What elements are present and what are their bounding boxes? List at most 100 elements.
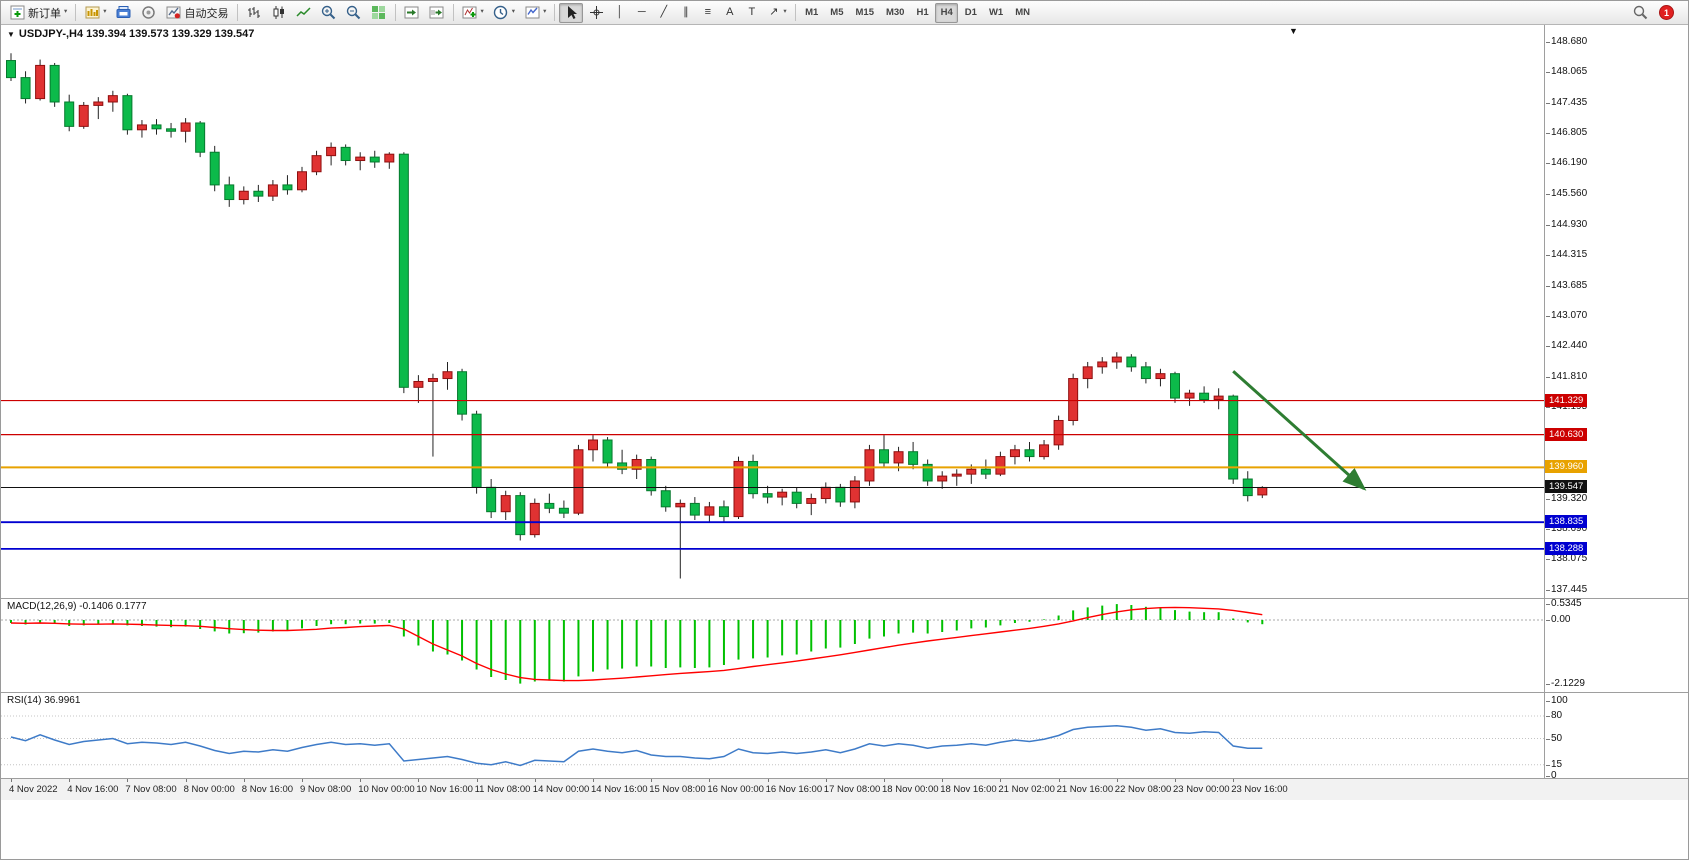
new-chart-button[interactable]: ▾	[80, 3, 110, 23]
autotrading-icon	[166, 5, 182, 21]
axis-label: 141.810	[1545, 371, 1588, 383]
chart-shift-icon	[429, 5, 445, 21]
text-tool-button[interactable]: A	[719, 3, 740, 23]
timeframe-button-mn[interactable]: MN	[1010, 3, 1036, 23]
profiles-button[interactable]	[112, 3, 136, 23]
axis-label: 80	[1545, 710, 1563, 721]
time-axis-label: 22 Nov 08:00	[1114, 784, 1172, 795]
chart-shift-marker-icon[interactable]: ▼	[1289, 26, 1298, 36]
chart-region[interactable]: ▼ USDJPY-,H4 139.394 139.573 139.329 139…	[1, 25, 1688, 859]
time-axis-label: 16 Nov 00:00	[707, 784, 764, 795]
time-tick	[593, 778, 594, 782]
fibonacci-tool-button[interactable]: ≡	[697, 3, 718, 23]
macd-panel[interactable]	[1, 599, 1544, 692]
chevron-down-icon: ▾	[543, 8, 547, 16]
time-axis-label: 8 Nov 00:00	[183, 784, 235, 795]
time-axis-label: 9 Nov 08:00	[300, 784, 352, 795]
clock-icon	[493, 5, 509, 21]
time-tick	[1175, 778, 1176, 782]
channel-tool-button[interactable]: ∥	[675, 3, 696, 23]
trend-arrow-object[interactable]	[1232, 370, 1367, 491]
panel-separator[interactable]	[1, 598, 1688, 599]
zoom-out-button[interactable]	[342, 3, 366, 23]
text-label-tool-button[interactable]: T	[741, 3, 762, 23]
price-tag: 139.960	[1545, 460, 1588, 474]
tile-windows-button[interactable]	[367, 3, 391, 23]
templates-icon	[524, 5, 540, 21]
new-order-icon	[9, 5, 25, 21]
toolbar-separator	[794, 4, 796, 21]
chart-shift-button[interactable]	[425, 3, 449, 23]
time-axis-label: 23 Nov 16:00	[1231, 784, 1288, 795]
search-icon	[1632, 5, 1648, 21]
horizontal-line-tool-button[interactable]: ─	[631, 3, 652, 23]
timeframe-button-h4[interactable]: H4	[935, 2, 959, 23]
time-tick	[11, 778, 12, 782]
axis-label: 0.5345	[1546, 597, 1582, 609]
trendline-tool-button[interactable]: ╱	[653, 3, 674, 23]
autotrading-button[interactable]: 自动交易	[162, 3, 233, 23]
axis-label: 148.065	[1545, 65, 1588, 77]
auto-scroll-button[interactable]	[400, 3, 424, 23]
templates-button[interactable]: ▾	[520, 3, 550, 23]
indicators-button[interactable]: ▾	[458, 3, 488, 23]
cursor-icon	[563, 5, 579, 21]
arrows-tool-button[interactable]: ↗ ▾	[763, 3, 790, 23]
chevron-down-icon: ▾	[783, 8, 787, 16]
chevron-down-icon: ▾	[64, 8, 68, 16]
timeframe-button-m30[interactable]: M30	[880, 3, 909, 23]
time-axis-separator	[1, 778, 1688, 779]
time-axis-label: 8 Nov 16:00	[241, 784, 294, 795]
timeframe-button-m1[interactable]: M1	[800, 3, 824, 23]
expert-advisors-button[interactable]	[137, 3, 161, 23]
rsi-panel[interactable]	[1, 693, 1544, 778]
timeframe-button-m15[interactable]: M15	[850, 3, 879, 23]
search-button[interactable]	[1628, 3, 1652, 23]
notifications-badge[interactable]: 1	[1659, 5, 1674, 20]
symbol-dropdown-icon[interactable]: ▼	[7, 29, 15, 39]
time-tick	[360, 778, 362, 782]
time-axis-label: 11 Nov 08:00	[474, 784, 531, 795]
candlestick-button[interactable]	[267, 3, 291, 23]
vertical-line-tool-button[interactable]: │	[609, 3, 630, 23]
candlestick-icon	[271, 5, 287, 21]
time-axis-label: 10 Nov 00:00	[358, 784, 415, 795]
cursor-tool-button[interactable]	[559, 2, 584, 23]
time-tick	[127, 778, 129, 782]
time-tick	[302, 778, 303, 782]
price-axis[interactable]: 148.680 148.065 147.435 146.805 146.190 145.5…	[1545, 25, 1688, 781]
bar-chart-button[interactable]	[242, 3, 266, 23]
time-axis-label: 14 Nov 00:00	[532, 784, 590, 795]
indicators-icon	[462, 5, 478, 21]
main-price-chart[interactable]	[1, 25, 1544, 599]
timeframe-button-w1[interactable]: W1	[983, 3, 1008, 23]
trendline-icon: ╱	[660, 6, 668, 18]
auto-scroll-icon	[404, 5, 420, 21]
timeframe-button-d1[interactable]: D1	[959, 3, 982, 23]
axis-label: 145.560	[1545, 188, 1588, 200]
new-order-button[interactable]: 新订单 ▾	[5, 3, 71, 23]
toolbar-separator	[394, 4, 396, 21]
time-tick	[942, 778, 944, 782]
panel-separator[interactable]	[1, 692, 1688, 693]
time-axis-label: 4 Nov 2022	[9, 784, 58, 795]
time-tick	[1116, 778, 1118, 782]
axis-label: 148.680	[1545, 36, 1588, 47]
line-chart-button[interactable]	[292, 3, 316, 23]
horizontal-line-objects[interactable]	[1, 399, 1544, 550]
price-tag: 138.835	[1545, 515, 1588, 529]
axis-label: 100	[1546, 695, 1568, 706]
expert-advisors-icon	[141, 5, 157, 21]
time-axis-label: 15 Nov 08:00	[649, 784, 706, 795]
zoom-in-button[interactable]	[317, 3, 341, 23]
crosshair-tool-button[interactable]	[584, 3, 608, 23]
tile-windows-icon	[371, 5, 387, 21]
time-axis[interactable]: 4 Nov 2022 4 Nov 16:00 7 Nov 08:00 8 Nov 00…	[1, 778, 1688, 800]
timeframe-button-m5[interactable]: M5	[825, 3, 849, 23]
timeframe-button-h1[interactable]: H1	[911, 3, 934, 23]
periods-button[interactable]: ▾	[489, 3, 519, 23]
rsi-level-lines	[1, 715, 1544, 766]
vertical-line-icon: │	[616, 6, 624, 18]
axis-label: 141.195	[1545, 401, 1588, 413]
